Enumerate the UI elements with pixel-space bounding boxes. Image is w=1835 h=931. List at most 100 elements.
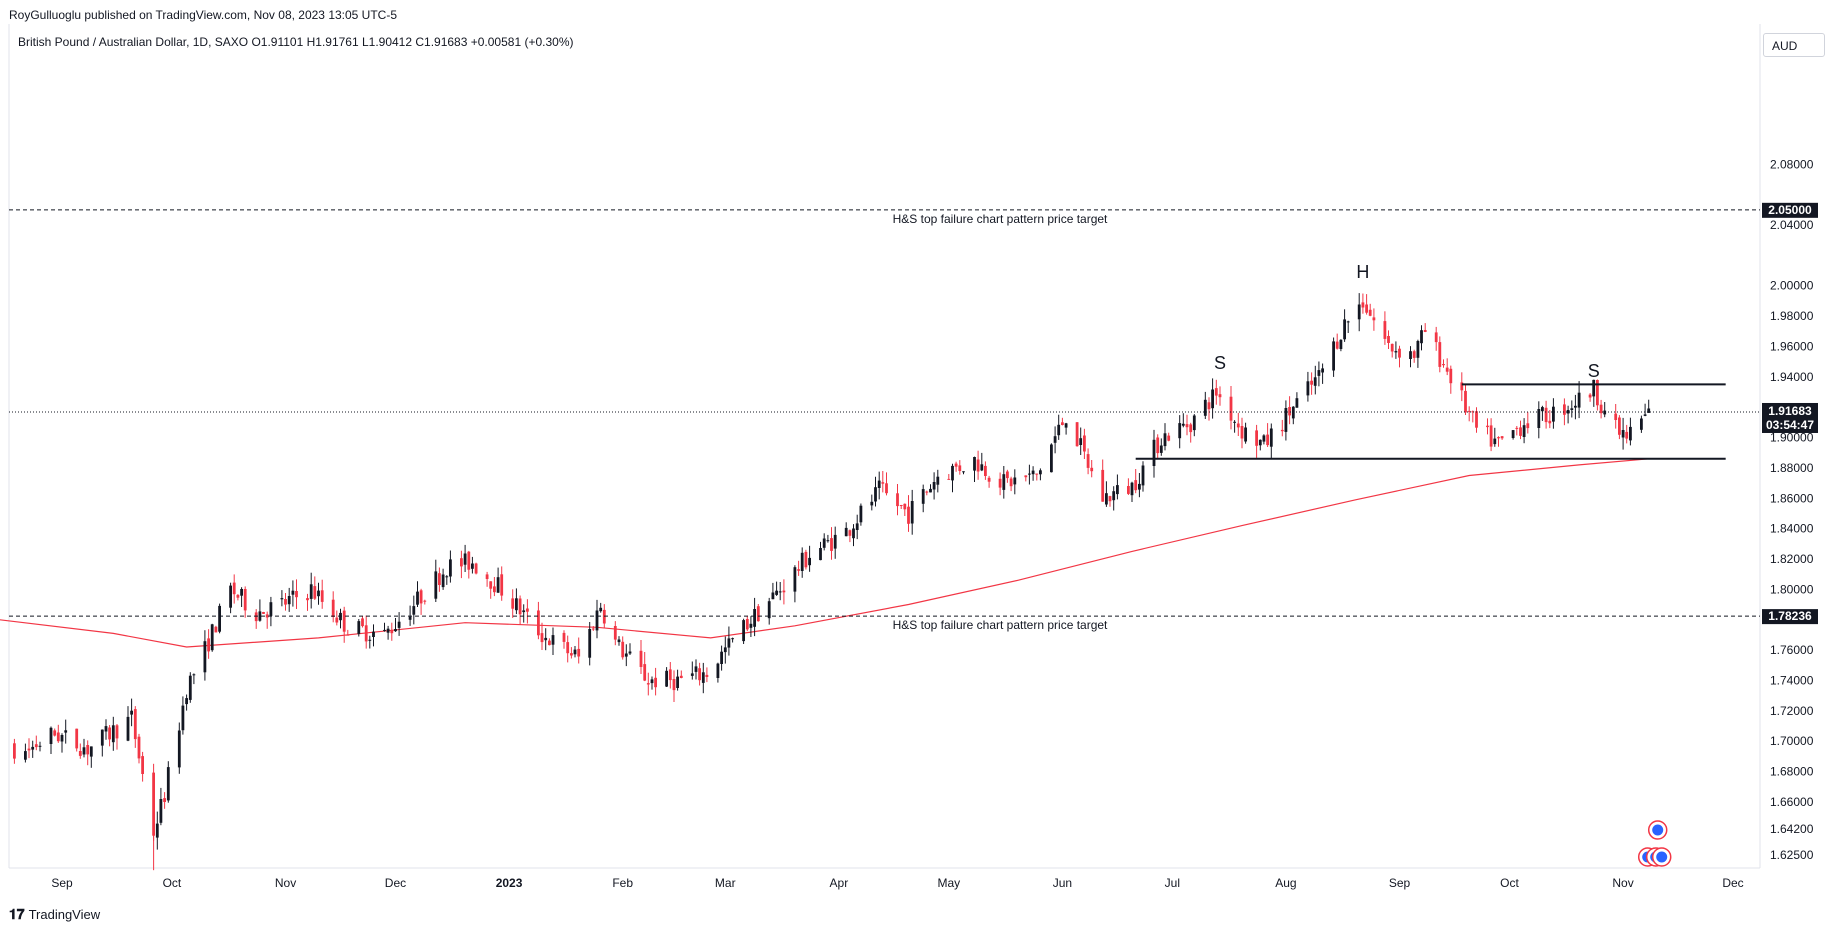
time-tick-label: Oct (1500, 876, 1519, 890)
bar-countdown-label: 03:54:47 (1766, 418, 1814, 432)
candle-body (64, 730, 68, 733)
candle-body (793, 567, 797, 592)
time-tick-label: 2023 (496, 876, 523, 890)
candle-body (24, 751, 27, 760)
candle-body (672, 679, 676, 691)
candle-body (1618, 417, 1621, 435)
candle-body (1361, 302, 1365, 308)
candle-body (819, 548, 822, 561)
candle-body (49, 727, 53, 744)
candle-body (1588, 394, 1592, 398)
candle-body (130, 710, 133, 715)
candle-body (1625, 431, 1629, 439)
candle-body (654, 677, 657, 688)
candle-body (1643, 414, 1647, 416)
candle-body (1031, 470, 1035, 475)
candle-body (573, 649, 577, 655)
price-tick-label: 1.72000 (1770, 704, 1814, 718)
candle-body (877, 480, 881, 488)
candle-body (676, 676, 679, 688)
currency-button[interactable]: AUD (1763, 33, 1825, 57)
candle-body (551, 635, 555, 645)
time-tick-label: Sep (51, 876, 73, 890)
candle-body (1295, 398, 1299, 408)
candle-body (1039, 470, 1042, 475)
candle-body (1178, 423, 1182, 439)
candle-body (1471, 411, 1475, 413)
candle-body (295, 591, 298, 598)
candle-body (1013, 477, 1017, 485)
candle-body (932, 482, 936, 490)
candle-body (1321, 368, 1324, 373)
candle-body (800, 552, 804, 571)
candle-body (471, 563, 474, 569)
candle-body (1130, 482, 1134, 496)
candle-body (1416, 341, 1420, 358)
price-tick-label: 1.82000 (1770, 552, 1814, 566)
candle-body (111, 725, 115, 743)
candle-body (833, 534, 837, 549)
candle-body (1101, 469, 1105, 502)
candle-body (1288, 407, 1291, 416)
candle-body (1280, 429, 1284, 432)
candle-body (1412, 351, 1416, 358)
candle-body (364, 625, 368, 642)
candle-body (1284, 408, 1288, 432)
tradingview-logo[interactable]: 𝟏𝟕 TradingView (9, 906, 100, 923)
symbol-ohlc-legend[interactable]: British Pound / Australian Dollar, 1D, S… (18, 35, 574, 49)
price-tick-label: 1.68000 (1770, 765, 1814, 779)
price-tick-label: 2.04000 (1770, 218, 1814, 232)
ma-polyline (0, 458, 1649, 648)
candle-body (1603, 410, 1607, 415)
candle-body (1621, 430, 1625, 438)
candle-body (1445, 367, 1449, 372)
candle-body (903, 503, 907, 510)
candle-body (771, 592, 775, 600)
candle-body (698, 668, 701, 681)
candle-body (188, 675, 192, 700)
candle-body (1365, 304, 1368, 313)
time-tick-label: Nov (1612, 876, 1633, 890)
candle-body (650, 679, 654, 684)
candle-body (1500, 436, 1504, 439)
candle-body (1105, 493, 1108, 505)
candle-body (665, 670, 668, 687)
candle-body (1332, 341, 1335, 371)
price-axis[interactable]: 2.08000 2.04000 2.00000 1.98000 1.96000 1.940… (1770, 157, 1814, 862)
price-tick-label: 1.70000 (1770, 734, 1814, 748)
candle-body (1108, 496, 1112, 502)
candle-body (342, 610, 346, 632)
candle-body (1214, 388, 1218, 396)
candle-body (602, 609, 606, 624)
candle-body (1262, 435, 1266, 442)
candle-body (1574, 405, 1577, 408)
candle-body (976, 459, 980, 472)
candle-body (423, 600, 427, 602)
candle-body (859, 505, 863, 523)
candle-body (1313, 377, 1317, 386)
candle-body (1614, 413, 1618, 420)
price-tick-label: 1.80000 (1770, 582, 1814, 596)
candle-body (1167, 435, 1171, 441)
candle-body (449, 559, 452, 577)
candle-body (1383, 321, 1387, 339)
time-axis[interactable]: Sep Oct Nov Dec 2023 Feb Mar Apr May Jun Jul Aug Sep… (51, 876, 1743, 890)
candle-body (1548, 420, 1552, 424)
candle-body (639, 650, 643, 667)
candle-body (214, 626, 218, 633)
candle-body (1647, 408, 1651, 413)
candle-body (1339, 339, 1343, 349)
candle-body (82, 747, 86, 755)
candle-body (1075, 422, 1079, 447)
price-tick-label: 1.96000 (1770, 339, 1814, 353)
candle-body (694, 666, 698, 672)
candle-body (1079, 438, 1083, 445)
candle-body (822, 538, 826, 548)
candle-body (998, 478, 1002, 488)
tradingview-logo-text: TradingView (28, 907, 101, 922)
candle-body (232, 582, 236, 595)
candle-body (133, 709, 137, 740)
candle-body (38, 745, 42, 747)
candle-body (566, 642, 570, 654)
